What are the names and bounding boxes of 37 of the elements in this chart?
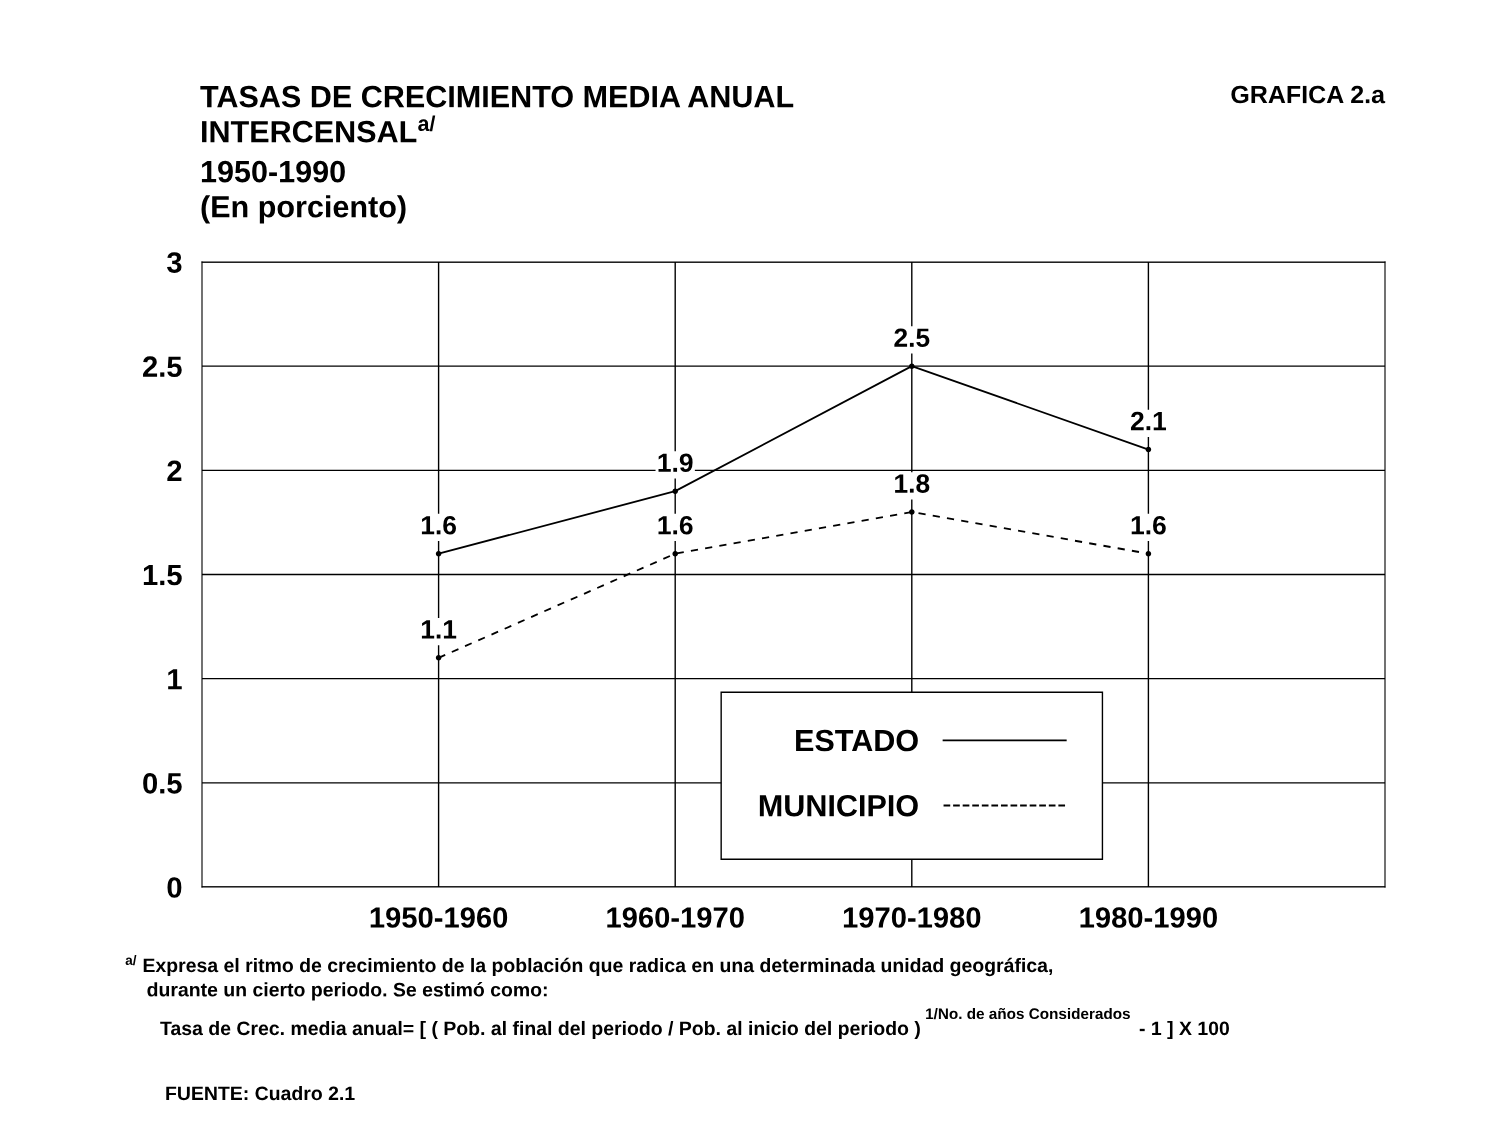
text: $^{a/}$ Expresa el ritmo de crecimiento de la población que radica en una determinada unidad geográfica, durante un cierto periodo. Se estimó como: bbox=[125, 955, 1053, 1001]
text: Tasa de Crec. media anual= [ ( Pob. al final del periodo / Pob. al inicio del periodo ) bbox=[160, 1020, 920, 1040]
source-note: FUENTE: Cuadro 2.1 bbox=[166, 1085, 355, 1101]
point bbox=[672, 488, 678, 494]
point bbox=[1145, 446, 1152, 453]
point bbox=[1145, 550, 1152, 557]
y-tick-label: 1.5 bbox=[143, 565, 182, 586]
text: GRAFICA 2.a bbox=[1231, 85, 1386, 104]
y-tick-label: 3 bbox=[167, 252, 182, 273]
chart-title: TASAS DE CRECIMIENTO MEDIA ANUAL INTERCENSAL$^{a/}$ bbox=[200, 85, 794, 143]
data-label: 1.9 bbox=[658, 453, 693, 473]
data-label: 2.1 bbox=[1130, 411, 1167, 431]
y-tick-label: 2 bbox=[167, 460, 182, 481]
data-label: 1.6 bbox=[1131, 515, 1166, 535]
legend-label: MUNICIPIO bbox=[759, 794, 918, 817]
data-label: 1.6 bbox=[658, 515, 693, 535]
point bbox=[435, 550, 442, 557]
y-tick-label: 0 bbox=[167, 877, 182, 898]
x-tick-label: 1970-1980 bbox=[843, 907, 981, 928]
data-label: 1.6 bbox=[421, 515, 456, 535]
point bbox=[909, 363, 915, 369]
y-tick-label: 0.5 bbox=[143, 773, 182, 794]
point bbox=[909, 509, 915, 515]
x-tick-label: 1950-1960 bbox=[370, 907, 508, 928]
y-tick-label: 2.5 bbox=[143, 356, 182, 378]
chart-subtitle: 1950-1990 (En porciento) bbox=[201, 160, 406, 224]
y-tick-label: 1 bbox=[168, 669, 182, 690]
data-label: 2.5 bbox=[894, 328, 930, 348]
point bbox=[435, 655, 442, 661]
x-tick-label: 1960-1970 bbox=[607, 907, 744, 928]
data-label: 1.8 bbox=[895, 474, 930, 493]
legend-label: ESTADO bbox=[796, 729, 918, 752]
text: 1/No. de años Considerados bbox=[926, 1007, 1130, 1020]
data-label: 1.1 bbox=[421, 620, 457, 639]
text: - 1 ] X 100 bbox=[1139, 1020, 1229, 1040]
x-tick-label: 1980-1990 bbox=[1080, 907, 1217, 928]
point bbox=[672, 550, 678, 557]
